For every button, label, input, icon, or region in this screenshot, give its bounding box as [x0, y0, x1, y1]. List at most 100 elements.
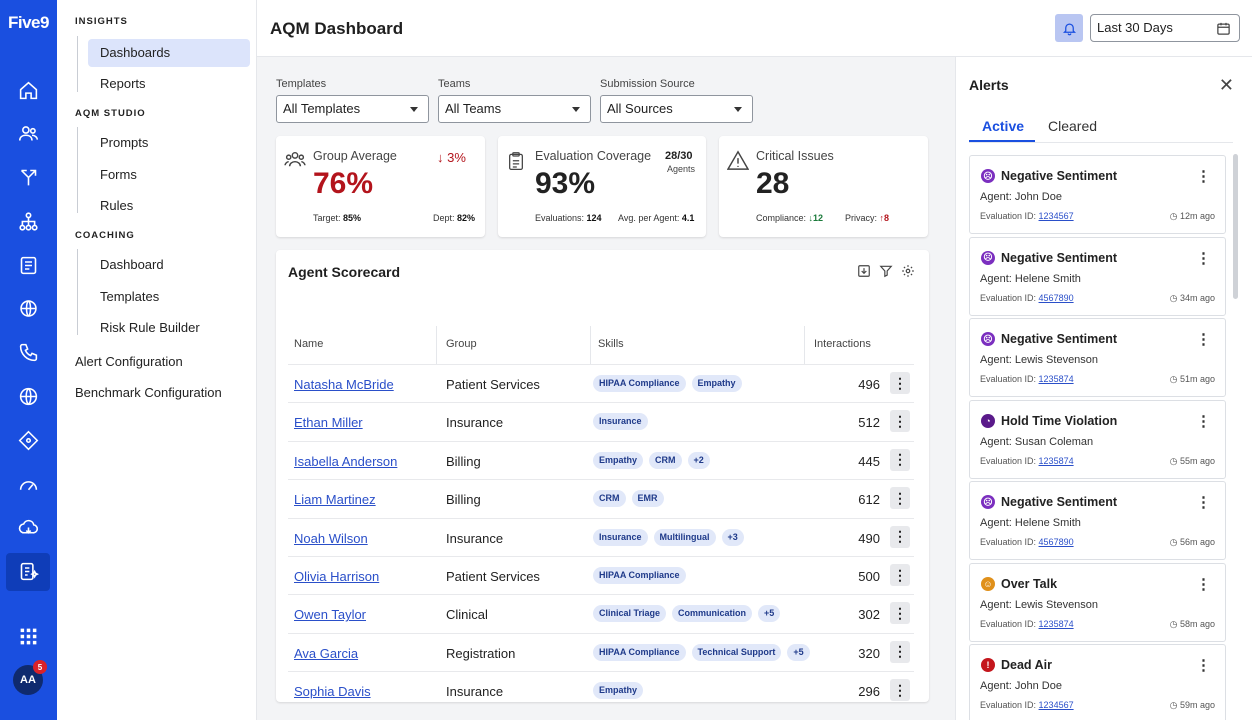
row-menu-button[interactable]: ⋮: [890, 525, 910, 548]
globe-icon[interactable]: [16, 384, 41, 409]
nav-item-templates[interactable]: Templates: [100, 289, 160, 304]
row-menu-button[interactable]: ⋮: [890, 602, 910, 625]
alert-menu-icon[interactable]: ⋮: [1196, 412, 1211, 430]
alert-menu-icon[interactable]: ⋮: [1196, 494, 1211, 511]
gauge-icon[interactable]: [16, 472, 41, 497]
chevron-down-icon: [410, 107, 418, 112]
row-menu-button[interactable]: ⋮: [890, 410, 910, 433]
nav-item-prompts[interactable]: Prompts: [100, 135, 149, 150]
row-menu-button[interactable]: ⋮: [890, 487, 910, 510]
evaluation-id-link[interactable]: 1235874: [1038, 618, 1074, 629]
apps-grid-icon[interactable]: [16, 624, 41, 649]
column-header-name[interactable]: Name: [294, 338, 324, 350]
kpi-delta: ↓ 3%: [437, 150, 466, 165]
globe-chat-icon[interactable]: [16, 296, 41, 321]
avatar[interactable]: AA: [13, 665, 43, 695]
routing-icon[interactable]: [16, 165, 41, 190]
alert-card[interactable]: ! Dead Air ⋮ Agent: John Doe Evaluation ID: …: [969, 644, 1226, 720]
alert-card[interactable]: ☹ Negative Sentiment ⋮ Agent: Lewis Stevens…: [969, 318, 1226, 397]
alerts-scrollbar[interactable]: [1233, 154, 1238, 299]
alert-menu-icon[interactable]: ⋮: [1196, 331, 1211, 348]
column-header-skills[interactable]: Skills: [598, 338, 624, 350]
alert-card[interactable]: ☹ Negative Sentiment ⋮ Agent: John Doe Evalu…: [969, 155, 1226, 234]
close-icon[interactable]: ✕: [1218, 75, 1234, 95]
agent-name-link[interactable]: Owen Taylor: [294, 607, 367, 623]
row-menu-button[interactable]: ⋮: [890, 372, 910, 394]
cloud-icon[interactable]: [16, 515, 41, 540]
dept-value: 82%: [457, 213, 476, 223]
column-header-group[interactable]: Group: [446, 338, 477, 350]
skill-chip: +5: [787, 643, 810, 661]
tab-active[interactable]: Active: [982, 118, 1025, 134]
hierarchy-icon[interactable]: [16, 209, 41, 234]
evaluation-id-link[interactable]: 4567890: [1038, 537, 1074, 547]
skill-chip: HIPAA Compliance: [593, 567, 686, 584]
nav-item-reports[interactable]: Reports: [100, 76, 146, 91]
nav-item-rules[interactable]: Rules: [100, 198, 134, 213]
alert-title: Dead Air: [1001, 658, 1052, 672]
agent-group: Registration: [446, 645, 516, 661]
agent-name-link[interactable]: Sophia Davis: [294, 684, 371, 700]
nav-item-forms[interactable]: Forms: [100, 167, 137, 182]
alert-card[interactable]: ◔ Hold Time Violation ⋮ Agent: Susan Colema…: [969, 399, 1226, 479]
date-range-picker[interactable]: Last 30 Days: [1090, 14, 1240, 42]
users-icon[interactable]: [16, 121, 41, 146]
aqm-icon[interactable]: [16, 559, 41, 584]
skill-chip: Empathy: [593, 451, 644, 469]
evaluation-id-link[interactable]: 1235874: [1038, 374, 1074, 384]
gear-icon[interactable]: [901, 264, 915, 278]
evaluation-id-link[interactable]: 1234567: [1038, 211, 1074, 221]
evaluation-id-link[interactable]: 1234567: [1038, 700, 1074, 710]
clock-icon: ◷: [1169, 374, 1180, 384]
alert-card[interactable]: ☺ Over Talk ⋮ Agent: Lewis Stevenson Evaluat…: [969, 562, 1226, 642]
alert-time-value: 56m ago: [1179, 537, 1215, 547]
kpi-ratio: 28/30: [665, 150, 693, 162]
alert-menu-icon[interactable]: ⋮: [1196, 249, 1211, 267]
alert-card[interactable]: ☹ Negative Sentiment ⋮ Agent: Helene Smith E…: [969, 236, 1226, 316]
skill-chip: Insurance: [593, 528, 648, 546]
evaluation-id-link[interactable]: 1235874: [1038, 455, 1074, 466]
nav-item-risk-rule-builder[interactable]: Risk Rule Builder: [100, 320, 200, 335]
nav-item-alert-configuration[interactable]: Alert Configuration: [75, 354, 183, 369]
tab-cleared[interactable]: Cleared: [1048, 118, 1098, 134]
alert-menu-icon[interactable]: ⋮: [1196, 168, 1211, 185]
filter-icon[interactable]: [879, 264, 893, 278]
agent-name-link[interactable]: Noah Wilson: [294, 530, 368, 546]
home-icon[interactable]: [16, 78, 41, 103]
row-menu-button[interactable]: ⋮: [890, 448, 910, 471]
table-row: Ava Garcia Registration HIPAA Compliance Te…: [288, 632, 914, 671]
skill-chip: Technical Support: [691, 643, 782, 661]
agent-name-link[interactable]: Ethan Miller: [294, 415, 363, 431]
column-header-interactions[interactable]: Interactions: [814, 338, 871, 350]
notification-count-badge: 5: [33, 660, 47, 674]
evaluation-id-link[interactable]: 4567890: [1038, 292, 1074, 303]
agent-name-link[interactable]: Natasha McBride: [294, 377, 394, 392]
agent-name-link[interactable]: Olivia Harrison: [294, 569, 380, 584]
network-icon[interactable]: [16, 428, 41, 453]
row-menu-button[interactable]: ⋮: [890, 564, 910, 586]
agent-name-link[interactable]: Liam Martinez: [294, 492, 376, 508]
agent-name-link[interactable]: Ava Garcia: [294, 645, 359, 661]
templates-select[interactable]: All Templates: [276, 95, 429, 123]
phone-icon[interactable]: [16, 340, 41, 365]
alert-evaluation: Evaluation ID: 1235874: [980, 456, 1074, 466]
nav-item-coaching-dashboard[interactable]: Dashboard: [100, 257, 164, 272]
notifications-button[interactable]: [1055, 14, 1083, 42]
alert-time: ◷ 58m ago: [1170, 619, 1215, 630]
teams-select[interactable]: All Teams: [438, 95, 591, 123]
alert-severity-icon: ☺: [981, 576, 995, 591]
skill-chip: Communication: [672, 605, 753, 623]
skill-chip: +5: [758, 605, 781, 623]
nav-item-dashboards[interactable]: Dashboards: [88, 39, 250, 67]
source-select[interactable]: All Sources: [600, 95, 753, 123]
active-tab-indicator: [969, 140, 1035, 142]
book-icon[interactable]: [16, 253, 41, 278]
download-icon[interactable]: [857, 264, 871, 278]
row-menu-button[interactable]: ⋮: [890, 640, 910, 663]
agent-name-link[interactable]: Isabella Anderson: [294, 453, 398, 469]
alert-card[interactable]: ☹ Negative Sentiment ⋮ Agent: Helene Smith E…: [969, 481, 1226, 560]
nav-item-benchmark-configuration[interactable]: Benchmark Configuration: [75, 385, 222, 400]
alert-menu-icon[interactable]: ⋮: [1196, 657, 1211, 674]
alert-menu-icon[interactable]: ⋮: [1196, 575, 1211, 593]
row-menu-button[interactable]: ⋮: [890, 679, 910, 702]
